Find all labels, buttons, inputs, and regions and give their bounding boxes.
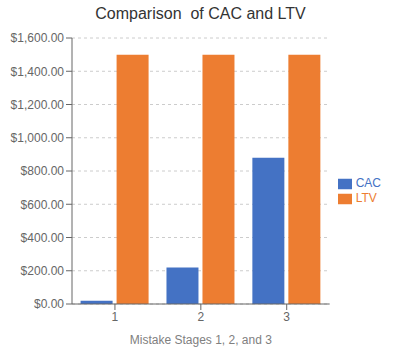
svg-text:$800.00: $800.00 [21, 164, 65, 178]
svg-text:$0.00: $0.00 [34, 297, 64, 311]
svg-text:1: 1 [112, 310, 119, 324]
svg-text:2: 2 [197, 310, 204, 324]
svg-text:3: 3 [283, 310, 290, 324]
svg-text:$400.00: $400.00 [21, 231, 65, 245]
svg-text:$1,200.00: $1,200.00 [11, 98, 65, 112]
svg-text:$200.00: $200.00 [21, 264, 65, 278]
svg-text:$1,000.00: $1,000.00 [11, 131, 65, 145]
svg-text:$600.00: $600.00 [21, 198, 65, 212]
html-text:LTV: LTV [355, 191, 377, 205]
html-text:Comparison of CAC and LTV: Comparison of CAC and LTV [95, 5, 306, 22]
svg-text:Mistake Stages 1, 2, and 3: Mistake Stages 1, 2, and 3 [130, 333, 272, 347]
svg-text:$1,600.00: $1,600.00 [11, 31, 65, 45]
svg-text:$1,400.00: $1,400.00 [11, 65, 65, 79]
html-text:CAC: CAC [355, 176, 381, 191]
